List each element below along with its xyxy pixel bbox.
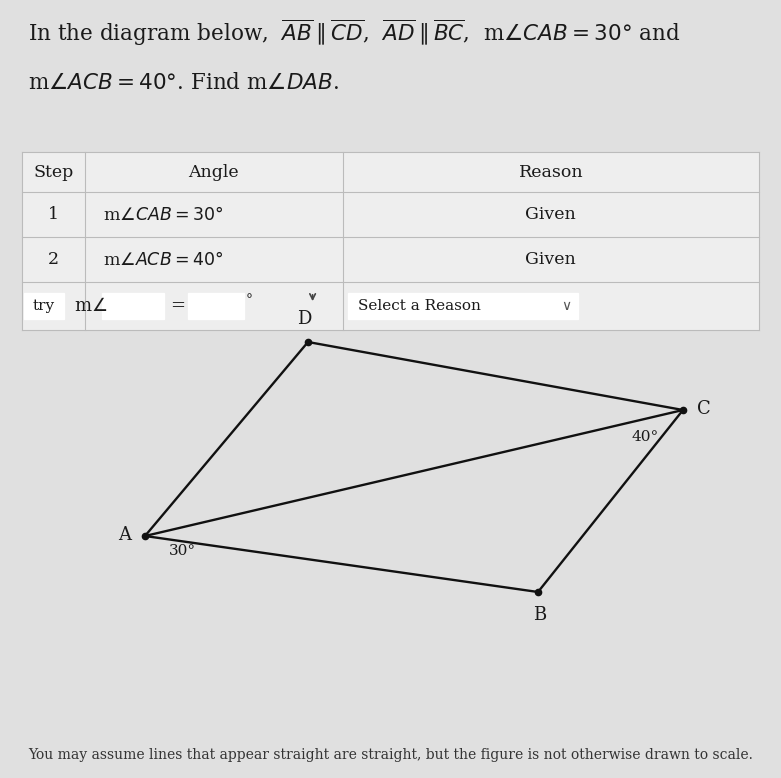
Text: D: D — [297, 310, 311, 328]
Text: You may assume lines that appear straight are straight, but the figure is not ot: You may assume lines that appear straigh… — [28, 748, 753, 762]
Text: Reason: Reason — [519, 163, 583, 180]
Text: Angle: Angle — [188, 163, 239, 180]
Text: B: B — [533, 606, 547, 624]
Text: Select a Reason: Select a Reason — [358, 299, 480, 313]
Bar — [22, 152, 759, 330]
Bar — [348, 293, 578, 319]
Text: try: try — [33, 299, 55, 313]
Text: A: A — [118, 526, 131, 544]
Text: C: C — [697, 400, 711, 418]
Text: In the diagram below,  $\overline{AB} \parallel \overline{CD}$,  $\overline{AD} : In the diagram below, $\overline{AB} \pa… — [28, 18, 680, 48]
Bar — [188, 293, 244, 319]
Text: 1: 1 — [48, 206, 59, 223]
Text: m$\angle CAB = 30°$: m$\angle CAB = 30°$ — [102, 205, 223, 223]
Text: 30°: 30° — [169, 544, 196, 558]
Text: m$\angle$: m$\angle$ — [74, 297, 107, 315]
Text: ∨: ∨ — [562, 299, 572, 313]
Text: 2: 2 — [48, 251, 59, 268]
Bar — [24, 293, 64, 319]
Text: Given: Given — [526, 251, 576, 268]
Text: Given: Given — [526, 206, 576, 223]
Text: °: ° — [246, 293, 253, 307]
Text: 40°: 40° — [631, 430, 658, 444]
Text: m$\angle ACB = 40°$: m$\angle ACB = 40°$ — [102, 251, 223, 268]
Text: m$\angle ACB = 40°$. Find m$\angle DAB$.: m$\angle ACB = 40°$. Find m$\angle DAB$. — [28, 72, 339, 94]
Text: =: = — [170, 297, 185, 315]
Bar — [102, 293, 164, 319]
Text: Step: Step — [34, 163, 73, 180]
